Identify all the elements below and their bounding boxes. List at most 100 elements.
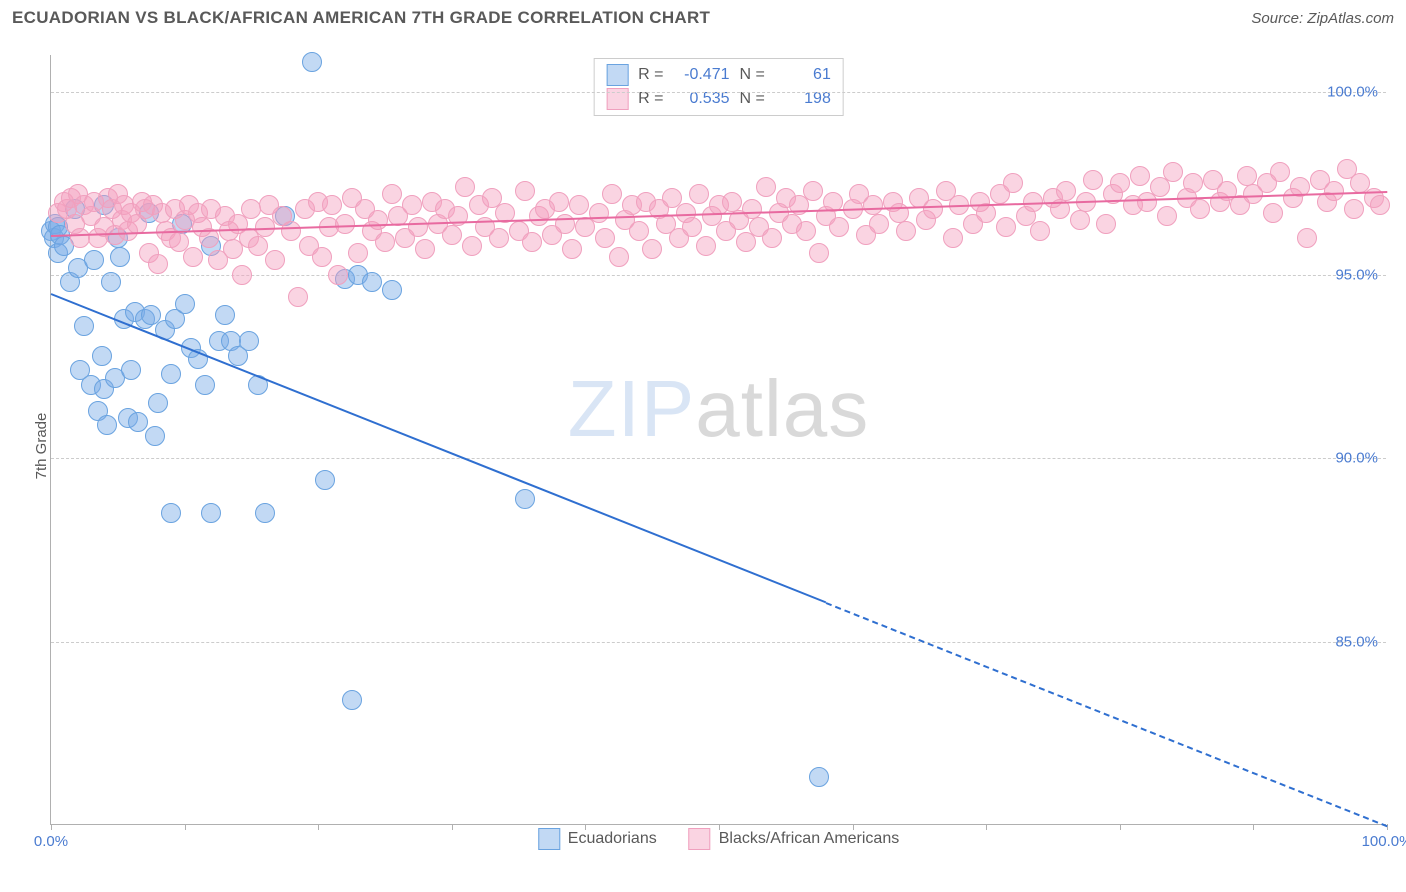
chart-title: ECUADORIAN VS BLACK/AFRICAN AMERICAN 7TH… (12, 8, 710, 28)
data-point (1130, 166, 1150, 186)
y-axis-label: 7th Grade (33, 413, 50, 480)
data-point (1190, 199, 1210, 219)
data-point (183, 247, 203, 267)
data-point (175, 294, 195, 314)
data-point (742, 199, 762, 219)
gridline (51, 642, 1386, 643)
data-point (522, 232, 542, 252)
legend-r-label: R = (638, 66, 663, 84)
legend-r-value: -0.471 (674, 66, 730, 84)
data-point (101, 272, 121, 292)
data-point (602, 184, 622, 204)
data-point (923, 199, 943, 219)
data-point (569, 195, 589, 215)
data-point (215, 305, 235, 325)
data-point (996, 217, 1016, 237)
data-point (1030, 221, 1050, 241)
legend-n-label: N = (740, 66, 765, 84)
data-point (1324, 181, 1344, 201)
y-tick-label: 100.0% (1327, 83, 1378, 100)
data-point (1056, 181, 1076, 201)
data-point (896, 221, 916, 241)
data-point (148, 254, 168, 274)
x-tick-mark (1120, 824, 1121, 830)
gridline (51, 458, 1386, 459)
data-point (489, 228, 509, 248)
data-point (145, 426, 165, 446)
legend-row: R = -0.471 N = 61 (606, 63, 831, 87)
x-tick-label: 100.0% (1362, 833, 1406, 850)
data-point (84, 250, 104, 270)
gridline (51, 92, 1386, 93)
data-point (382, 280, 402, 300)
data-point (1070, 210, 1090, 230)
data-point (1157, 206, 1177, 226)
data-point (462, 236, 482, 256)
x-tick-mark (719, 824, 720, 830)
data-point (110, 247, 130, 267)
data-point (315, 470, 335, 490)
data-point (408, 217, 428, 237)
data-point (796, 221, 816, 241)
data-point (322, 195, 342, 215)
x-tick-label: 0.0% (34, 833, 68, 850)
watermark: ZIPatlas (568, 363, 869, 455)
data-point (1344, 199, 1364, 219)
data-point (148, 393, 168, 413)
data-point (161, 364, 181, 384)
data-point (515, 489, 535, 509)
legend-n-label: N = (740, 90, 765, 108)
legend-r-label: R = (638, 90, 663, 108)
data-point (809, 243, 829, 263)
data-point (328, 265, 348, 285)
data-point (809, 767, 829, 787)
trend-line (51, 293, 827, 603)
data-point (863, 195, 883, 215)
data-point (1083, 170, 1103, 190)
data-point (943, 228, 963, 248)
series-legend: Ecuadorians Blacks/African Americans (538, 828, 899, 850)
legend-n-value: 61 (775, 66, 831, 84)
data-point (201, 503, 221, 523)
data-point (121, 360, 141, 380)
legend-label: Blacks/African Americans (719, 830, 900, 848)
legend-r-value: 0.535 (674, 90, 730, 108)
data-point (415, 239, 435, 259)
x-tick-mark (185, 824, 186, 830)
data-point (829, 217, 849, 237)
data-point (756, 177, 776, 197)
legend-swatch (689, 828, 711, 850)
data-point (335, 214, 355, 234)
legend-label: Ecuadorians (568, 830, 657, 848)
data-point (195, 375, 215, 395)
data-point (375, 232, 395, 252)
data-point (1110, 173, 1130, 193)
data-point (1237, 166, 1257, 186)
data-point (589, 203, 609, 223)
data-point (402, 195, 422, 215)
data-point (97, 415, 117, 435)
legend-item: Ecuadorians (538, 828, 657, 850)
data-point (682, 217, 702, 237)
legend-swatch (538, 828, 560, 850)
data-point (1263, 203, 1283, 223)
data-point (1183, 173, 1203, 193)
x-tick-mark (585, 824, 586, 830)
x-tick-mark (452, 824, 453, 830)
data-point (348, 243, 368, 263)
y-tick-label: 95.0% (1335, 267, 1378, 284)
data-point (595, 228, 615, 248)
data-point (629, 221, 649, 241)
data-point (281, 221, 301, 241)
data-point (689, 184, 709, 204)
x-tick-mark (1253, 824, 1254, 830)
data-point (255, 503, 275, 523)
data-point (549, 192, 569, 212)
y-tick-label: 85.0% (1335, 633, 1378, 650)
x-tick-mark (51, 824, 52, 830)
data-point (889, 203, 909, 223)
data-point (762, 228, 782, 248)
legend-n-value: 198 (775, 90, 831, 108)
data-point (642, 239, 662, 259)
data-point (74, 316, 94, 336)
